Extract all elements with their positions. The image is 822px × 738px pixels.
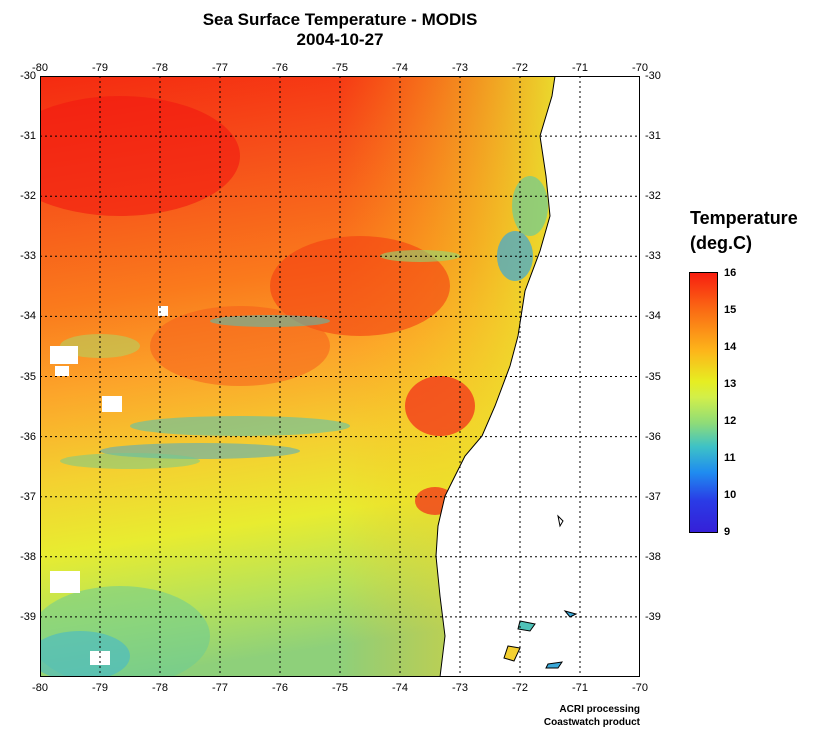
lat-tick-left: -32: [20, 190, 36, 203]
lat-tick-left: -37: [20, 490, 36, 503]
lon-tick-top: -79: [92, 62, 108, 74]
legend-title: Temperature: [690, 208, 798, 228]
lon-tick-top: -73: [452, 62, 468, 74]
colorbar-label: 9: [724, 526, 731, 538]
colorbar-label: 15: [724, 304, 737, 316]
credit-product: Coastwatch product: [543, 717, 640, 728]
lon-tick-top: -70: [632, 62, 648, 74]
lon-tick-top: -75: [332, 62, 348, 74]
lon-tick-bottom: -72: [512, 682, 528, 694]
lat-tick-right: -30: [645, 70, 661, 82]
colorbar-label: 12: [724, 415, 737, 427]
lon-tick-bottom: -74: [392, 682, 408, 694]
lat-tick-right: -34: [645, 310, 661, 323]
lon-tick-bottom: -70: [632, 682, 648, 694]
colorbar-label: 13: [724, 378, 737, 390]
lon-tick-top: -78: [152, 62, 168, 74]
sst-map: [40, 76, 640, 677]
lon-tick-top: -71: [572, 62, 588, 74]
colorbar-label: 11: [724, 452, 736, 464]
lon-tick-top: -80: [32, 62, 48, 74]
lon-tick-bottom: -77: [212, 682, 228, 694]
lat-tick-right: -33: [645, 250, 661, 263]
lon-tick-bottom: -78: [152, 682, 168, 694]
lat-tick-right: -31: [645, 130, 661, 143]
lat-tick-left: -35: [20, 370, 36, 383]
legend-units: (deg.C): [690, 233, 752, 253]
lon-tick-bottom: -80: [32, 682, 48, 694]
lat-tick-left: -34: [20, 310, 36, 323]
lat-tick-left: -38: [20, 550, 36, 563]
colorbar-label: 14: [724, 341, 737, 353]
lon-tick-bottom: -73: [452, 682, 468, 694]
lat-tick-left: -31: [20, 130, 36, 143]
lon-tick-top: -76: [272, 62, 288, 74]
lon-tick-bottom: -75: [332, 682, 348, 694]
lon-tick-bottom: -79: [92, 682, 108, 694]
colorbar-label: 16: [724, 267, 737, 279]
lat-tick-right: -35: [645, 370, 661, 383]
lat-tick-right: -39: [645, 610, 661, 623]
lat-tick-left: -33: [20, 250, 36, 263]
lon-tick-bottom: -76: [272, 682, 288, 694]
lat-tick-right: -32: [645, 190, 661, 203]
map-title: Sea Surface Temperature - MODIS: [202, 10, 478, 29]
lat-tick-right: -38: [645, 550, 661, 563]
credit-processing: ACRI processing: [559, 704, 640, 715]
lon-tick-top: -72: [512, 62, 528, 74]
temperature-colorbar: [689, 272, 718, 533]
lon-tick-bottom: -71: [572, 682, 588, 694]
lon-tick-top: -74: [392, 62, 408, 74]
colorbar-label: 10: [724, 489, 737, 501]
lat-tick-left: -39: [20, 610, 36, 623]
lat-tick-right: -37: [645, 490, 661, 503]
lon-tick-top: -77: [212, 62, 228, 74]
lat-tick-right: -36: [645, 430, 661, 443]
lat-tick-left: -30: [20, 70, 36, 82]
map-date: 2004-10-27: [296, 30, 384, 49]
lat-tick-left: -36: [20, 430, 36, 443]
